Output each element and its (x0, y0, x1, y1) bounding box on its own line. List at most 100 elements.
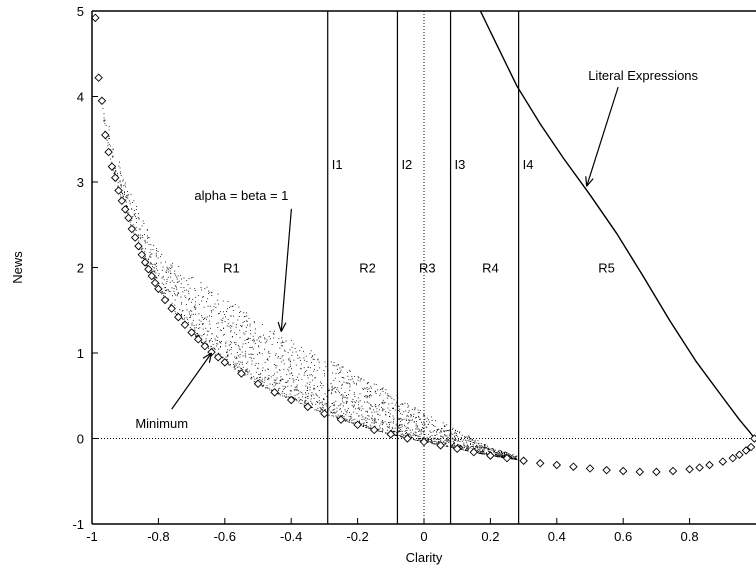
scatter-point (264, 377, 266, 379)
scatter-point (210, 338, 212, 339)
scatter-point (283, 341, 285, 343)
scatter-point (138, 240, 140, 242)
scatter-point (176, 295, 178, 297)
scatter-point (114, 167, 116, 169)
scatter-point (419, 436, 421, 437)
scatter-point (408, 415, 410, 417)
scatter-point (274, 373, 276, 375)
scatter-point (210, 345, 212, 347)
scatter-point (182, 310, 184, 312)
scatter-point (170, 264, 172, 266)
scatter-point (403, 411, 405, 413)
scatter-point (208, 341, 210, 343)
scatter-point (400, 418, 402, 419)
scatter-point (299, 350, 301, 352)
scatter-point (414, 407, 416, 409)
scatter-point (453, 445, 455, 447)
scatter-point (150, 249, 152, 251)
scatter-point (490, 448, 492, 450)
scatter-point (382, 409, 384, 411)
scatter-point (320, 408, 322, 410)
scatter-point (161, 291, 163, 293)
minimum-marker (519, 456, 528, 465)
scatter-point (103, 119, 105, 121)
scatter-point (360, 377, 362, 379)
scatter-point (279, 382, 281, 384)
scatter-point (295, 389, 297, 391)
scatter-point (375, 421, 377, 423)
alpha-beta-arrow-shaft (280, 208, 292, 332)
scatter-point (502, 456, 504, 458)
scatter-point (503, 453, 505, 455)
scatter-point (261, 385, 263, 387)
scatter-point (382, 422, 384, 423)
minimum-marker (137, 250, 147, 259)
scatter-point (444, 443, 446, 445)
scatter-point (152, 264, 154, 266)
scatter-point (362, 416, 364, 418)
scatter-point (260, 376, 261, 378)
y-tick-label: 0 (77, 432, 84, 447)
scatter-point (466, 442, 468, 444)
scatter-point (338, 373, 340, 374)
scatter-point (245, 370, 247, 372)
scatter-point (465, 445, 467, 447)
scatter-point (370, 424, 372, 426)
scatter-point (462, 448, 464, 450)
scatter-point (202, 323, 204, 325)
scatter-point (334, 408, 336, 410)
scatter-point (174, 273, 176, 275)
scatter-point (170, 304, 172, 305)
scatter-point (126, 212, 128, 214)
scatter-point (227, 349, 228, 351)
scatter-point (392, 430, 394, 432)
scatter-point (497, 452, 499, 454)
scatter-point (156, 269, 158, 271)
scatter-point (266, 339, 268, 341)
scatter-point (394, 427, 396, 429)
scatter-point (158, 273, 160, 275)
scatter-point (164, 290, 166, 292)
scatter-point (467, 439, 469, 441)
scatter-point (124, 191, 125, 193)
scatter-point (455, 440, 457, 441)
scatter-point (483, 447, 485, 449)
scatter-point (369, 390, 371, 392)
scatter-point (121, 192, 123, 194)
scatter-point (149, 256, 151, 258)
scatter-point (354, 408, 356, 410)
scatter-point (512, 454, 514, 456)
scatter-point (288, 370, 290, 372)
scatter-point (229, 343, 231, 345)
scatter-point (239, 354, 241, 355)
scatter-point (381, 402, 383, 404)
scatter-point (360, 409, 362, 411)
minimum-arrow-head (202, 352, 213, 363)
scatter-point (382, 431, 383, 433)
scatter-point (204, 341, 206, 342)
scatter-point (449, 430, 451, 432)
scatter-point (343, 413, 345, 414)
scatter-point (366, 401, 368, 403)
scatter-point (436, 441, 438, 443)
scatter-point (380, 388, 381, 390)
scatter-point (237, 355, 239, 357)
scatter-point (195, 296, 197, 298)
scatter-point (493, 449, 495, 451)
scatter-point (405, 433, 406, 434)
alpha-beta-arrow-head (277, 321, 287, 332)
scatter-point (388, 395, 390, 397)
scatter-point (300, 368, 302, 370)
scatter-point (353, 406, 354, 408)
scatter-point (470, 446, 472, 447)
scatter-point (171, 280, 173, 282)
scatter-point (504, 452, 506, 453)
scatter-point (313, 387, 315, 389)
scatter-point (467, 444, 469, 446)
scatter-point (515, 458, 517, 459)
scatter-point (311, 402, 313, 404)
scatter-point (339, 404, 341, 406)
scatter-point (219, 311, 221, 313)
scatter-point (109, 138, 110, 140)
